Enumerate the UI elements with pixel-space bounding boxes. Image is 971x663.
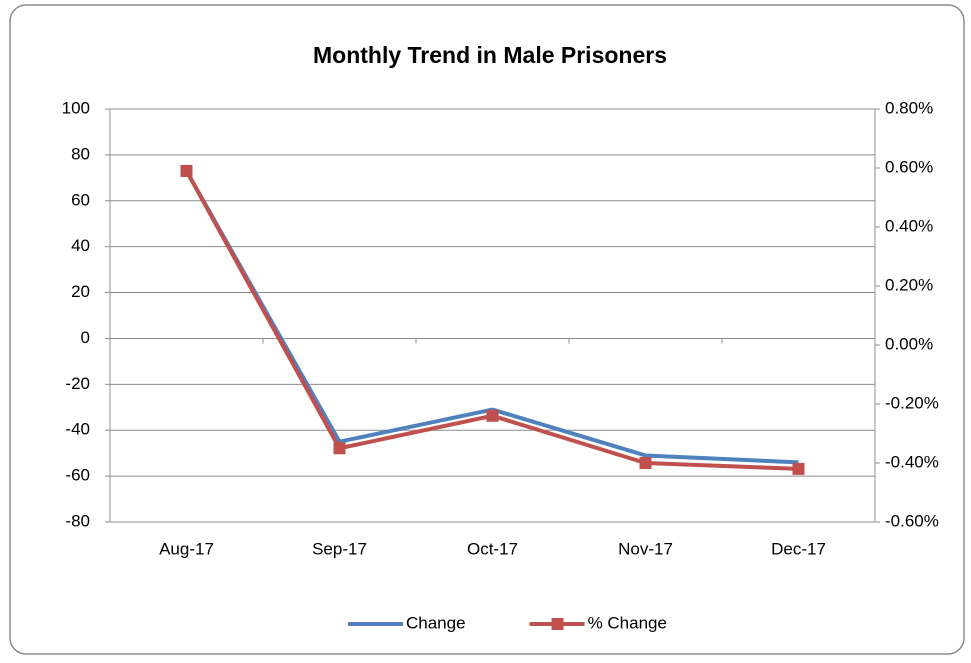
x-tick-label: Sep-17 (312, 539, 367, 558)
y2-tick-label: 0.80% (885, 98, 933, 117)
x-tick-label: Oct-17 (467, 539, 518, 558)
y-tick-label: 80 (71, 144, 90, 163)
chart-border (9, 4, 965, 655)
series-marker (792, 462, 805, 475)
y2-tick-label: 0.40% (885, 216, 933, 235)
y-tick-label: -60 (65, 466, 90, 485)
series-marker (486, 409, 499, 422)
y-tick-label: 0 (81, 328, 90, 347)
y2-tick-label: 0.20% (885, 275, 933, 294)
y2-tick-label: -0.40% (885, 452, 939, 471)
y-tick-label: 60 (71, 190, 90, 209)
y2-tick-label: 0.60% (885, 157, 933, 176)
y-tick-label: 20 (71, 282, 90, 301)
legend-label: Change (406, 613, 466, 632)
series-line (184, 169, 799, 465)
series-marker (639, 457, 652, 469)
y-tick-label: -80 (65, 511, 90, 530)
y2-tick-label: 0.00% (885, 334, 933, 353)
y2-tick-label: -0.20% (885, 393, 939, 412)
x-tick-label: Nov-17 (618, 539, 673, 558)
series-marker (333, 442, 346, 455)
x-tick-label: Dec-17 (771, 539, 826, 558)
legend-marker (551, 618, 564, 630)
y-tick-label: -40 (65, 420, 90, 439)
y-tick-label: 100 (62, 98, 90, 117)
legend-label: % Change (588, 613, 667, 632)
series-marker (180, 164, 193, 177)
x-tick-label: Aug-17 (159, 539, 214, 558)
y-tick-label: 40 (71, 236, 90, 255)
y-tick-label: -20 (65, 374, 90, 393)
y2-tick-label: -0.60% (885, 511, 939, 530)
chart-title: Monthly Trend in Male Prisoners (313, 42, 667, 68)
